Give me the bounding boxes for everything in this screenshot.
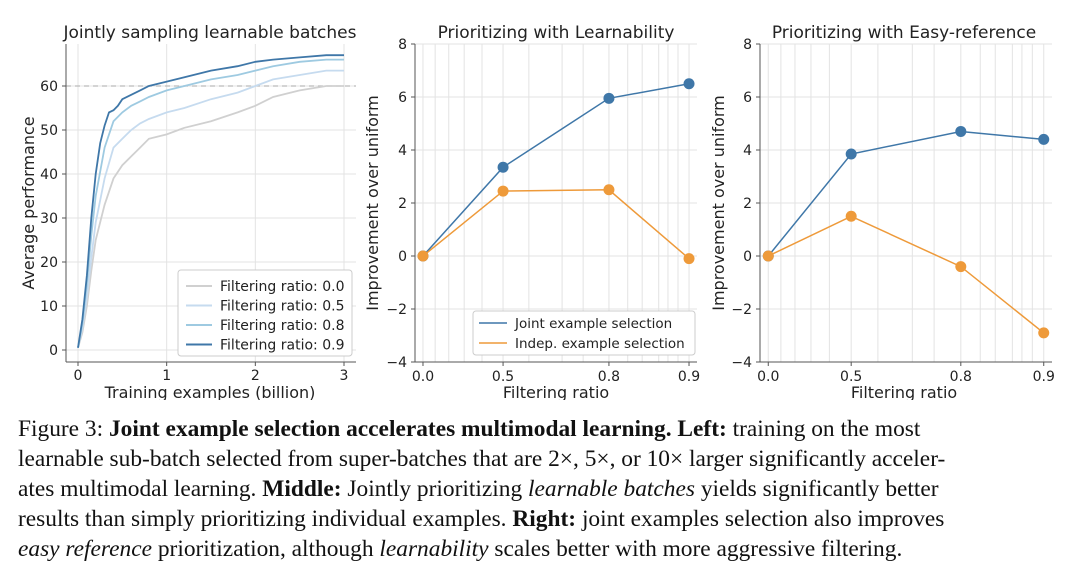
y-tick-label: 60 bbox=[40, 79, 58, 95]
series-line-0 bbox=[422, 83, 690, 257]
data-point-0 bbox=[603, 92, 615, 104]
x-axis-label: Filtering ratio bbox=[851, 383, 957, 400]
caption-middle-em: learnable batches bbox=[528, 476, 695, 502]
caption-right-em-2: learnability bbox=[379, 536, 489, 562]
caption-right-label: Right: bbox=[512, 506, 577, 532]
caption-right-text-3: scales better with more aggressive filte… bbox=[494, 536, 903, 562]
legend-label: Filtering ratio: 0.8 bbox=[220, 318, 344, 334]
y-tick-label: 6 bbox=[398, 90, 407, 106]
legend-box bbox=[472, 310, 696, 356]
series-line-0 bbox=[767, 130, 1044, 257]
data-point-1 bbox=[845, 210, 857, 222]
y-tick-label: 10 bbox=[40, 299, 58, 315]
chart-title: Prioritizing with Learnability bbox=[438, 23, 675, 43]
caption-left-label: Left: bbox=[677, 416, 727, 442]
series-line-2 bbox=[77, 58, 344, 348]
caption-left-text-1: training on the most bbox=[732, 416, 921, 442]
y-tick-label: 20 bbox=[40, 255, 58, 271]
data-point-0 bbox=[955, 125, 967, 137]
x-axis-label: Filtering ratio bbox=[503, 383, 609, 400]
data-point-0 bbox=[497, 161, 509, 173]
data-point-0 bbox=[845, 148, 857, 160]
y-tick-label: −4 bbox=[731, 355, 752, 371]
caption-line-1: Figure 3: Joint example selection accele… bbox=[18, 414, 1058, 444]
data-point-0 bbox=[1038, 133, 1050, 145]
data-point-1 bbox=[417, 250, 429, 262]
caption-right-em-1: easy reference bbox=[18, 536, 152, 562]
caption-figure-label: Figure 3: bbox=[18, 416, 104, 442]
chart-jointly-sampling: 0 10 20 30 40 50 60 0 1 2 3 Jointly sampling learna… bbox=[19, 23, 357, 400]
x-tick-label: 2 bbox=[251, 368, 260, 384]
x-tick-label: 3 bbox=[340, 368, 349, 384]
caption-right-text-2: prioritization, although bbox=[157, 536, 374, 562]
chart-easy-reference: −4 −2 0 2 4 6 8 0.0 0.5 0.8 0.9 Prioritizing with E… bbox=[709, 23, 1055, 400]
data-point-1 bbox=[497, 185, 509, 197]
y-tick-label: 50 bbox=[40, 123, 58, 139]
x-tick-label: 0.9 bbox=[1033, 369, 1055, 385]
series-line-1 bbox=[767, 215, 1045, 334]
x-tick-label: 0.8 bbox=[950, 369, 972, 385]
caption-bold-title: Joint example selection accelerates mult… bbox=[108, 416, 672, 442]
x-tick-label: 0.5 bbox=[492, 369, 514, 385]
y-axis-label: Improvement over uniform bbox=[363, 95, 382, 311]
legend-label: Joint example selection bbox=[514, 316, 672, 332]
x-tick-label: 0 bbox=[74, 368, 83, 384]
y-tick-label: 40 bbox=[40, 167, 58, 183]
series-line-3 bbox=[77, 54, 344, 348]
data-point-1 bbox=[1038, 327, 1050, 339]
x-tick-label: 0.9 bbox=[678, 369, 700, 385]
x-axis-label: Training examples (billion) bbox=[104, 383, 316, 400]
caption-line-2: learnable sub-batch selected from super-… bbox=[18, 444, 1058, 474]
caption-middle-text-1: Jointly prioritizing bbox=[347, 476, 523, 502]
y-axis-label: Average performance bbox=[19, 116, 38, 289]
y-tick-label: 0 bbox=[743, 249, 752, 265]
caption-middle-label: Middle: bbox=[262, 476, 342, 502]
y-tick-label: 0 bbox=[49, 343, 58, 359]
y-tick-label: 30 bbox=[40, 211, 58, 227]
y-tick-label: 2 bbox=[398, 196, 407, 212]
x-tick-label: 0.5 bbox=[840, 369, 862, 385]
caption-left-text-2: learnable sub-batch selected from super-… bbox=[18, 446, 946, 472]
figure-caption: Figure 3: Joint example selection accele… bbox=[18, 414, 1058, 564]
data-point-1 bbox=[955, 261, 967, 273]
legend-label: Filtering ratio: 0.5 bbox=[220, 299, 344, 315]
y-tick-label: 8 bbox=[398, 37, 407, 53]
y-axis-label: Improvement over uniform bbox=[709, 95, 728, 311]
y-tick-label: −2 bbox=[731, 302, 752, 318]
y-tick-label: 4 bbox=[743, 143, 752, 159]
chart-learnability: −4 −2 0 2 4 6 8 0.0 0.5 0.8 0.9 Prioritizing with L… bbox=[363, 23, 700, 400]
legend-label: Filtering ratio: 0.0 bbox=[220, 279, 344, 295]
caption-line-4: results than simply prioritizing individ… bbox=[18, 504, 1058, 534]
x-tick-label: 1 bbox=[162, 368, 171, 384]
data-point-0 bbox=[683, 78, 695, 90]
caption-middle-text-3: results than simply prioritizing individ… bbox=[18, 506, 507, 532]
y-tick-label: 8 bbox=[743, 37, 752, 53]
y-tick-label: −4 bbox=[386, 355, 407, 371]
chart-title: Prioritizing with Easy-reference bbox=[772, 23, 1036, 43]
caption-right-text-1: joint examples selection also improves bbox=[581, 506, 945, 532]
legend-box bbox=[177, 269, 353, 357]
series-line-0 bbox=[77, 85, 344, 349]
caption-line-3: ates multimodal learning. Middle: Jointl… bbox=[18, 474, 1058, 504]
y-tick-label: −2 bbox=[386, 302, 407, 318]
caption-line-5: easy reference prioritization, although … bbox=[18, 534, 1058, 564]
y-tick-label: 6 bbox=[743, 90, 752, 106]
series-line-1 bbox=[422, 189, 690, 260]
series-line-1 bbox=[77, 69, 344, 348]
caption-left-text-3: ates multimodal learning. bbox=[18, 476, 257, 502]
x-tick-label: 0.0 bbox=[412, 369, 434, 385]
chart-title: Jointly sampling learnable batches bbox=[63, 23, 357, 43]
caption-middle-text-2: yields significantly better bbox=[700, 476, 939, 502]
y-tick-label: 2 bbox=[743, 196, 752, 212]
data-point-1 bbox=[762, 250, 774, 262]
y-tick-label: 0 bbox=[398, 249, 407, 265]
y-tick-label: 4 bbox=[398, 143, 407, 159]
data-point-1 bbox=[603, 184, 615, 196]
legend-label: Indep. example selection bbox=[515, 336, 685, 352]
data-point-1 bbox=[683, 253, 695, 265]
legend-label: Filtering ratio: 0.9 bbox=[220, 338, 344, 354]
x-tick-label: 0.0 bbox=[757, 369, 779, 385]
x-tick-label: 0.8 bbox=[598, 369, 620, 385]
